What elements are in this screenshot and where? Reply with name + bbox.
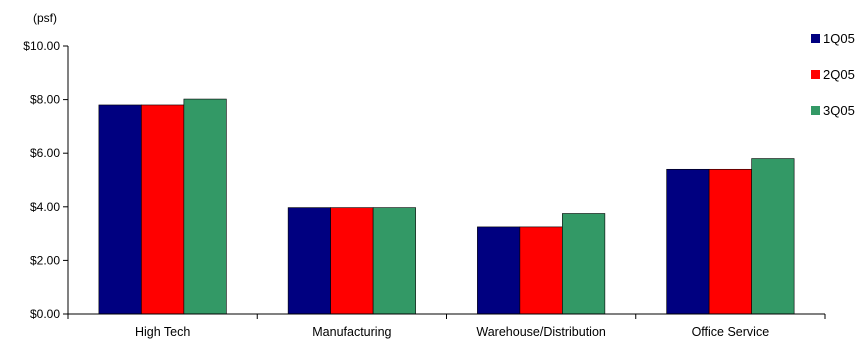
legend-label: 3Q05 [823,103,855,118]
legend-swatch [811,70,820,79]
y-unit-label: (psf) [33,11,57,25]
legend-swatch [811,106,820,115]
bar-2Q05-high-tech [141,104,185,315]
bar-2Q05-warehouse-distribution [519,226,563,315]
y-axis-ticks: $0.00 $2.00 $4.00 $6.00 $8.00 $10.00 [23,39,68,321]
legend: 1Q05 2Q05 3Q05 [811,31,855,118]
bar-1Q05-high-tech [98,104,142,315]
legend-label: 1Q05 [823,31,855,46]
bar-1Q05-manufacturing [287,207,331,315]
bar-3Q05-office-service [751,158,795,315]
x-category-label: Office Service [692,325,770,339]
bar-3Q05-warehouse-distribution [562,213,606,315]
axes [67,46,826,319]
bar-3Q05-manufacturing [372,207,416,315]
y-tick-label: $4.00 [30,200,60,214]
y-tick-label: $8.00 [30,93,60,107]
category-labels: High Tech Manufacturing Warehouse/Distribu… [135,325,769,339]
y-tick-label: $10.00 [23,39,60,53]
y-tick-label: $6.00 [30,146,60,160]
bar-1Q05-office-service [666,168,710,315]
bar-2Q05-office-service [708,168,752,315]
legend-swatch [811,34,820,43]
y-tick-label: $0.00 [30,307,60,321]
y-tick-label: $2.00 [30,253,60,267]
bar-1Q05-warehouse-distribution [477,226,521,315]
bars [98,98,795,315]
x-category-label: High Tech [135,325,190,339]
x-category-label: Manufacturing [312,325,391,339]
x-category-label: Warehouse/Distribution [476,325,606,339]
legend-label: 2Q05 [823,67,855,82]
bar-3Q05-high-tech [183,98,227,315]
bar-2Q05-manufacturing [330,207,374,315]
